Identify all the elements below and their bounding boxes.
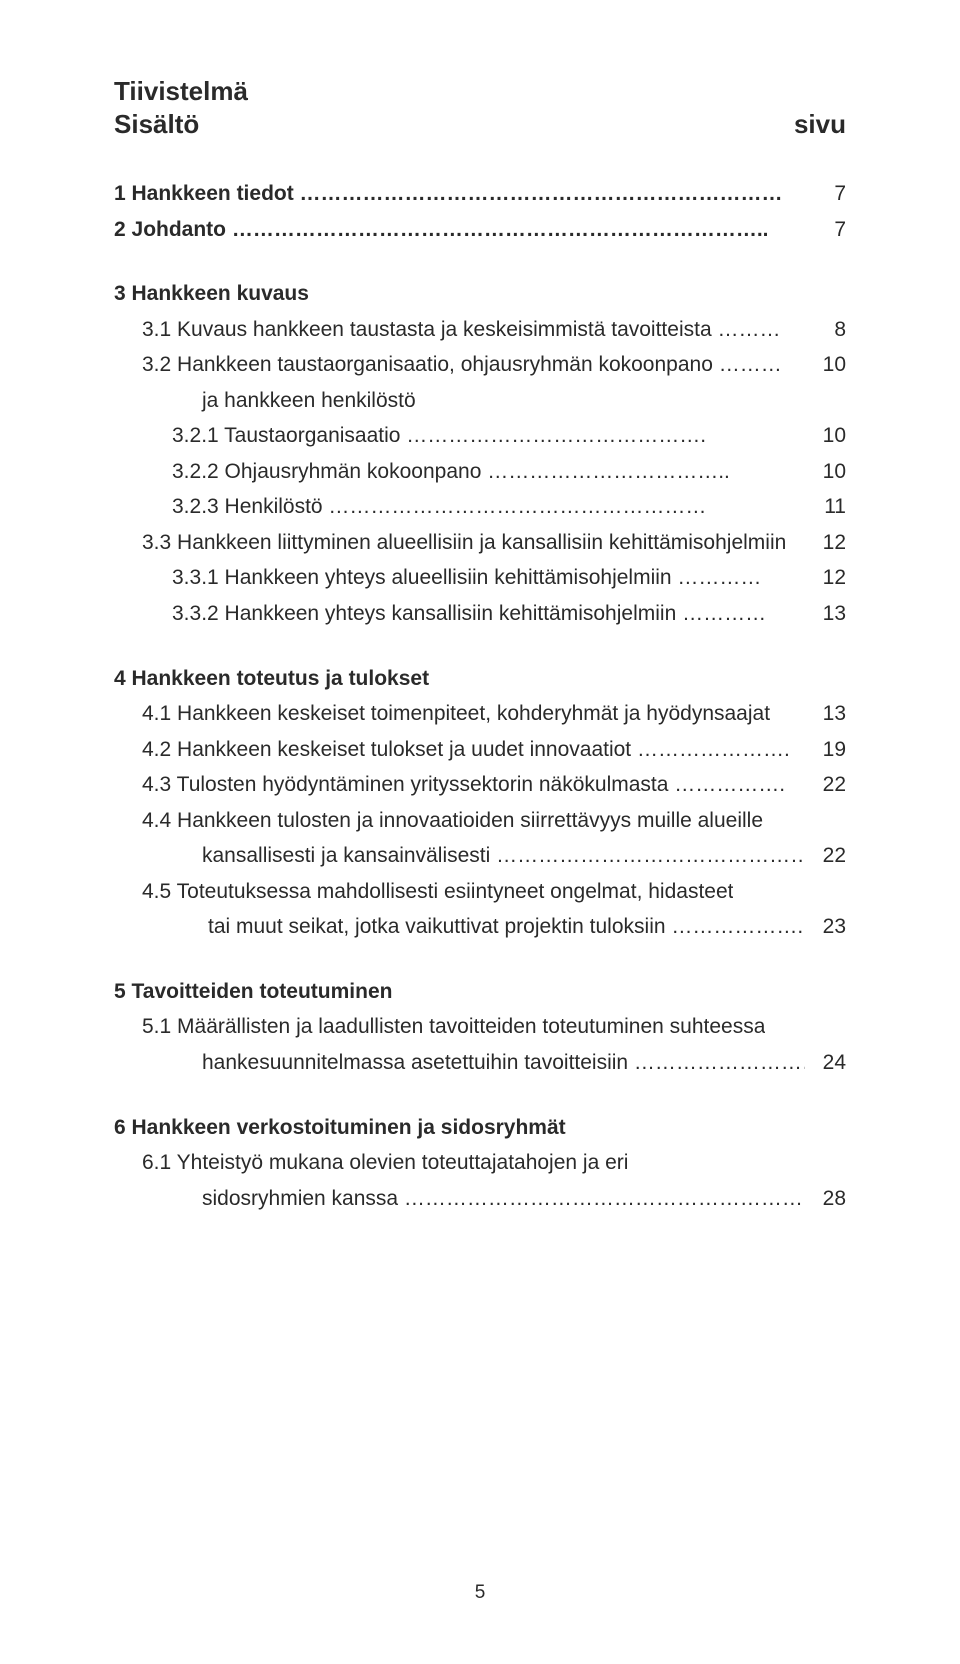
toc-line: 3 Hankkeen kuvaus bbox=[114, 278, 846, 311]
toc-label: 2 Johdanto ………………………………………………………………….. bbox=[114, 214, 769, 247]
toc-label: 4.4 Hankkeen tulosten ja innovaatioiden … bbox=[114, 805, 763, 838]
toc-label: 3.3.1 Hankkeen yhteys alueellisiin kehit… bbox=[114, 562, 761, 595]
toc-page-number: 12 bbox=[805, 562, 846, 595]
header-page-label: sivu bbox=[794, 109, 846, 140]
toc-label: 5.1 Määrällisten ja laadullisten tavoitt… bbox=[114, 1011, 765, 1044]
toc-label: 4.3 Tulosten hyödyntäminen yrityssektori… bbox=[114, 769, 785, 802]
header-subtitle: Sisältö bbox=[114, 109, 199, 140]
toc-line: 4.3 Tulosten hyödyntäminen yrityssektori… bbox=[114, 769, 846, 802]
toc-page-number: 13 bbox=[805, 598, 846, 631]
toc-label: 6.1 Yhteistyö mukana olevien toteuttajat… bbox=[114, 1147, 628, 1180]
toc-label: 3.2.2 Ohjausryhmän kokoonpano …………………………… bbox=[114, 456, 730, 489]
toc-page-number: 7 bbox=[816, 214, 846, 247]
toc-line: 4.1 Hankkeen keskeiset toimenpiteet, koh… bbox=[114, 698, 846, 731]
toc-label: sidosryhmien kanssa ……………………………………………………… bbox=[114, 1183, 805, 1216]
toc-label: 3.2.1 Taustaorganisaatio ……………………………………. bbox=[114, 420, 706, 453]
toc-label: ja hankkeen henkilöstö bbox=[114, 385, 416, 418]
toc-page-number: 23 bbox=[805, 911, 846, 944]
toc-line: 3.2 Hankkeen taustaorganisaatio, ohjausr… bbox=[114, 349, 846, 382]
toc-page-number: 28 bbox=[805, 1183, 846, 1216]
toc-line: tai muut seikat, jotka vaikuttivat proje… bbox=[114, 911, 846, 944]
toc-label: kansallisesti ja kansainvälisesti ………………… bbox=[114, 840, 805, 873]
toc-line: 2 Johdanto ………………………………………………………………….. 7 bbox=[114, 214, 846, 247]
toc-page-number: 10 bbox=[805, 349, 846, 382]
toc-line: 4.4 Hankkeen tulosten ja innovaatioiden … bbox=[114, 805, 846, 838]
toc-line: 3.2.3 Henkilöstö ……………………………………………… 11 bbox=[114, 491, 846, 524]
toc-line: 4.5 Toteutuksessa mahdollisesti esiintyn… bbox=[114, 876, 846, 909]
toc-line: 6.1 Yhteistyö mukana olevien toteuttajat… bbox=[114, 1147, 846, 1180]
toc-line: kansallisesti ja kansainvälisesti ………………… bbox=[114, 840, 846, 873]
header-row: Sisältö sivu bbox=[114, 109, 846, 140]
toc-page-number: 12 bbox=[805, 527, 846, 560]
toc-label: 1 Hankkeen tiedot …………………………………………………………… bbox=[114, 178, 783, 211]
toc-label: 4 Hankkeen toteutus ja tulokset bbox=[114, 663, 429, 696]
toc-page-number: 22 bbox=[805, 840, 846, 873]
toc-line: 4 Hankkeen toteutus ja tulokset bbox=[114, 663, 846, 696]
toc-label: 4.1 Hankkeen keskeiset toimenpiteet, koh… bbox=[114, 698, 770, 731]
toc-line: ja hankkeen henkilöstö bbox=[114, 385, 846, 418]
footer-page-number: 5 bbox=[0, 1582, 960, 1604]
toc-label: 6 Hankkeen verkostoituminen ja sidosryhm… bbox=[114, 1112, 566, 1145]
toc-label: 3.2.3 Henkilöstö ……………………………………………… bbox=[114, 491, 706, 524]
toc-page-number: 10 bbox=[805, 420, 846, 453]
toc-page-number: 11 bbox=[806, 491, 846, 524]
toc-line: 6 Hankkeen verkostoituminen ja sidosryhm… bbox=[114, 1112, 846, 1145]
toc-label: 3 Hankkeen kuvaus bbox=[114, 278, 309, 311]
toc-page-number: 13 bbox=[805, 698, 846, 731]
toc-line: 5.1 Määrällisten ja laadullisten tavoitt… bbox=[114, 1011, 846, 1044]
toc-page-number: 7 bbox=[816, 178, 846, 211]
toc-label: 5 Tavoitteiden toteutuminen bbox=[114, 976, 392, 1009]
toc-line: 3.1 Kuvaus hankkeen taustasta ja keskeis… bbox=[114, 314, 846, 347]
toc-label: 3.3.2 Hankkeen yhteys kansallisiin kehit… bbox=[114, 598, 766, 631]
header-title: Tiivistelmä bbox=[114, 76, 846, 107]
toc-line: 3.3 Hankkeen liittyminen alueellisiin ja… bbox=[114, 527, 846, 560]
toc-page-number: 22 bbox=[805, 769, 846, 802]
toc-line: sidosryhmien kanssa ……………………………………………………… bbox=[114, 1183, 846, 1216]
toc-line: 3.3.2 Hankkeen yhteys kansallisiin kehit… bbox=[114, 598, 846, 631]
toc-line: 3.3.1 Hankkeen yhteys alueellisiin kehit… bbox=[114, 562, 846, 595]
toc-line: 3.2.2 Ohjausryhmän kokoonpano …………………………… bbox=[114, 456, 846, 489]
toc-line: 1 Hankkeen tiedot …………………………………………………………… bbox=[114, 178, 846, 211]
toc-page-number: 19 bbox=[805, 734, 846, 767]
toc-line: 5 Tavoitteiden toteutuminen bbox=[114, 976, 846, 1009]
toc-label: 3.3 Hankkeen liittyminen alueellisiin ja… bbox=[114, 527, 786, 560]
toc-label: tai muut seikat, jotka vaikuttivat proje… bbox=[114, 911, 805, 944]
toc-container: 1 Hankkeen tiedot …………………………………………………………… bbox=[114, 178, 846, 1215]
toc-page-number: 24 bbox=[805, 1047, 846, 1080]
toc-line: 3.2.1 Taustaorganisaatio …………………………………….… bbox=[114, 420, 846, 453]
toc-page-number: 8 bbox=[816, 314, 846, 347]
toc-label: hankesuunnitelmassa asetettuihin tavoitt… bbox=[114, 1047, 805, 1080]
toc-page-number: 10 bbox=[805, 456, 846, 489]
toc-label: 3.2 Hankkeen taustaorganisaatio, ohjausr… bbox=[114, 349, 782, 382]
toc-line: hankesuunnitelmassa asetettuihin tavoitt… bbox=[114, 1047, 846, 1080]
toc-line: 4.2 Hankkeen keskeiset tulokset ja uudet… bbox=[114, 734, 846, 767]
toc-label: 4.5 Toteutuksessa mahdollisesti esiintyn… bbox=[114, 876, 733, 909]
toc-label: 4.2 Hankkeen keskeiset tulokset ja uudet… bbox=[114, 734, 790, 767]
toc-label: 3.1 Kuvaus hankkeen taustasta ja keskeis… bbox=[114, 314, 780, 347]
